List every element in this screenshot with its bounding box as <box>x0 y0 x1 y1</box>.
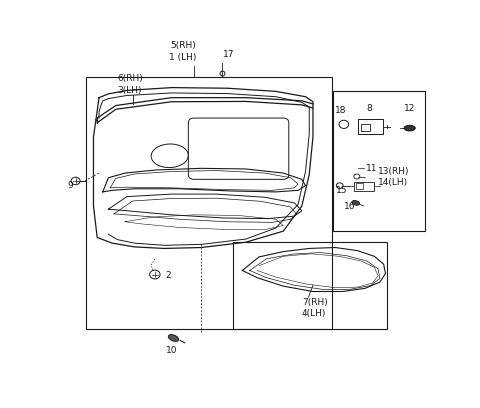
Text: 9: 9 <box>67 181 73 190</box>
Text: 7(RH)
4(LH): 7(RH) 4(LH) <box>302 298 327 318</box>
Text: 2: 2 <box>165 271 170 280</box>
Text: 12: 12 <box>404 104 415 113</box>
Bar <box>86 77 332 328</box>
Bar <box>356 183 363 189</box>
Text: 8: 8 <box>367 104 372 113</box>
Text: 10: 10 <box>166 346 177 355</box>
Bar <box>233 242 387 328</box>
Bar <box>354 182 374 191</box>
Bar <box>361 124 370 131</box>
Text: 16: 16 <box>344 202 355 211</box>
Text: 17: 17 <box>223 50 234 59</box>
Bar <box>358 119 383 134</box>
Text: 13(RH)
14(LH): 13(RH) 14(LH) <box>378 167 409 187</box>
Text: 18: 18 <box>335 106 346 115</box>
Text: 11: 11 <box>366 164 377 173</box>
Text: 5(RH)
1 (LH): 5(RH) 1 (LH) <box>169 42 196 62</box>
Ellipse shape <box>168 335 179 341</box>
Ellipse shape <box>352 200 360 205</box>
Text: 15: 15 <box>336 186 348 195</box>
Bar <box>334 91 424 231</box>
Text: 6(RH)
3(LH): 6(RH) 3(LH) <box>118 74 144 95</box>
Ellipse shape <box>404 125 415 131</box>
